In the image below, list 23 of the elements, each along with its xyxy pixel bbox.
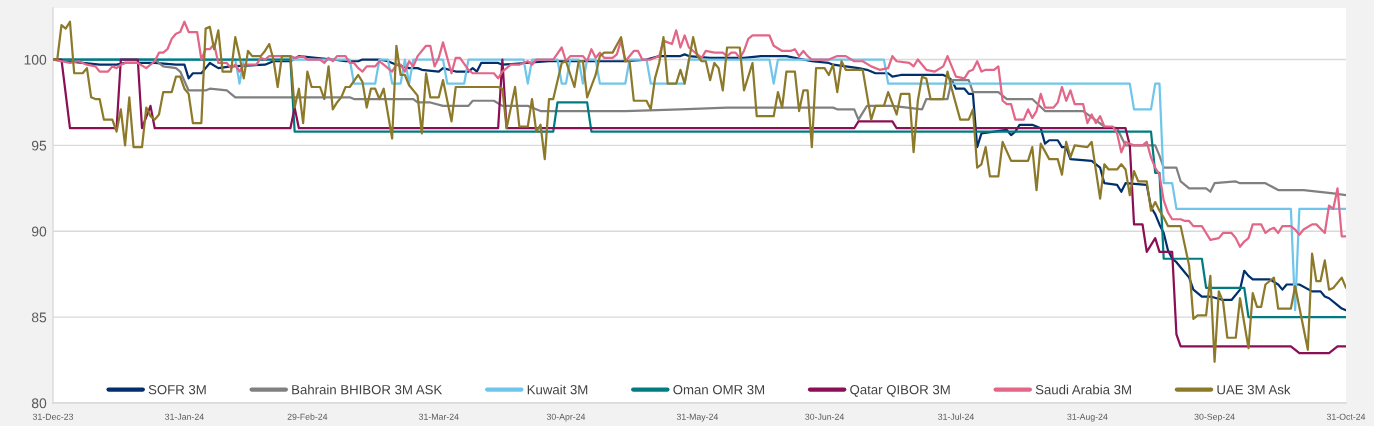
legend-label: Oman OMR 3M — [673, 384, 765, 395]
x-tick-label: 30-Apr-24 — [546, 413, 586, 422]
x-tick-label: 31-Oct-24 — [1326, 413, 1366, 420]
y-tick-label: 95 — [31, 140, 47, 151]
x-tick-label: 29-Feb-24 — [287, 413, 328, 420]
y-tick-label: 90 — [31, 226, 47, 237]
x-tick-label: 31-Jul-24 — [938, 413, 974, 420]
legend-label: Bahrain BHIBOR 3M ASK — [292, 384, 443, 395]
y-tick-label: 100 — [24, 54, 47, 65]
y-tick-label: 80 — [31, 398, 47, 409]
x-tick-label: 30-Jun-24 — [805, 413, 845, 420]
x-tick-label: 31-Mar-24 — [418, 413, 459, 420]
legend-label: Qatar QIBOR 3M — [850, 384, 950, 397]
x-tick-label: 31-Jan-24 — [165, 413, 204, 420]
y-tick-label: 85 — [31, 312, 47, 323]
x-tick-label: 30-Sep-24 — [1194, 413, 1235, 422]
legend-label: Kuwait 3M — [527, 384, 588, 395]
x-tick-label: 31-May-24 — [676, 413, 719, 422]
legend-label: SOFR 3M — [148, 384, 206, 395]
legend-label: Saudi Arabia 3M — [1035, 384, 1131, 395]
x-tick-label: 31-Aug-24 — [1067, 413, 1108, 422]
legend-label: UAE 3M Ask — [1217, 384, 1291, 395]
x-tick-label: 31-Dec-23 — [32, 413, 74, 420]
